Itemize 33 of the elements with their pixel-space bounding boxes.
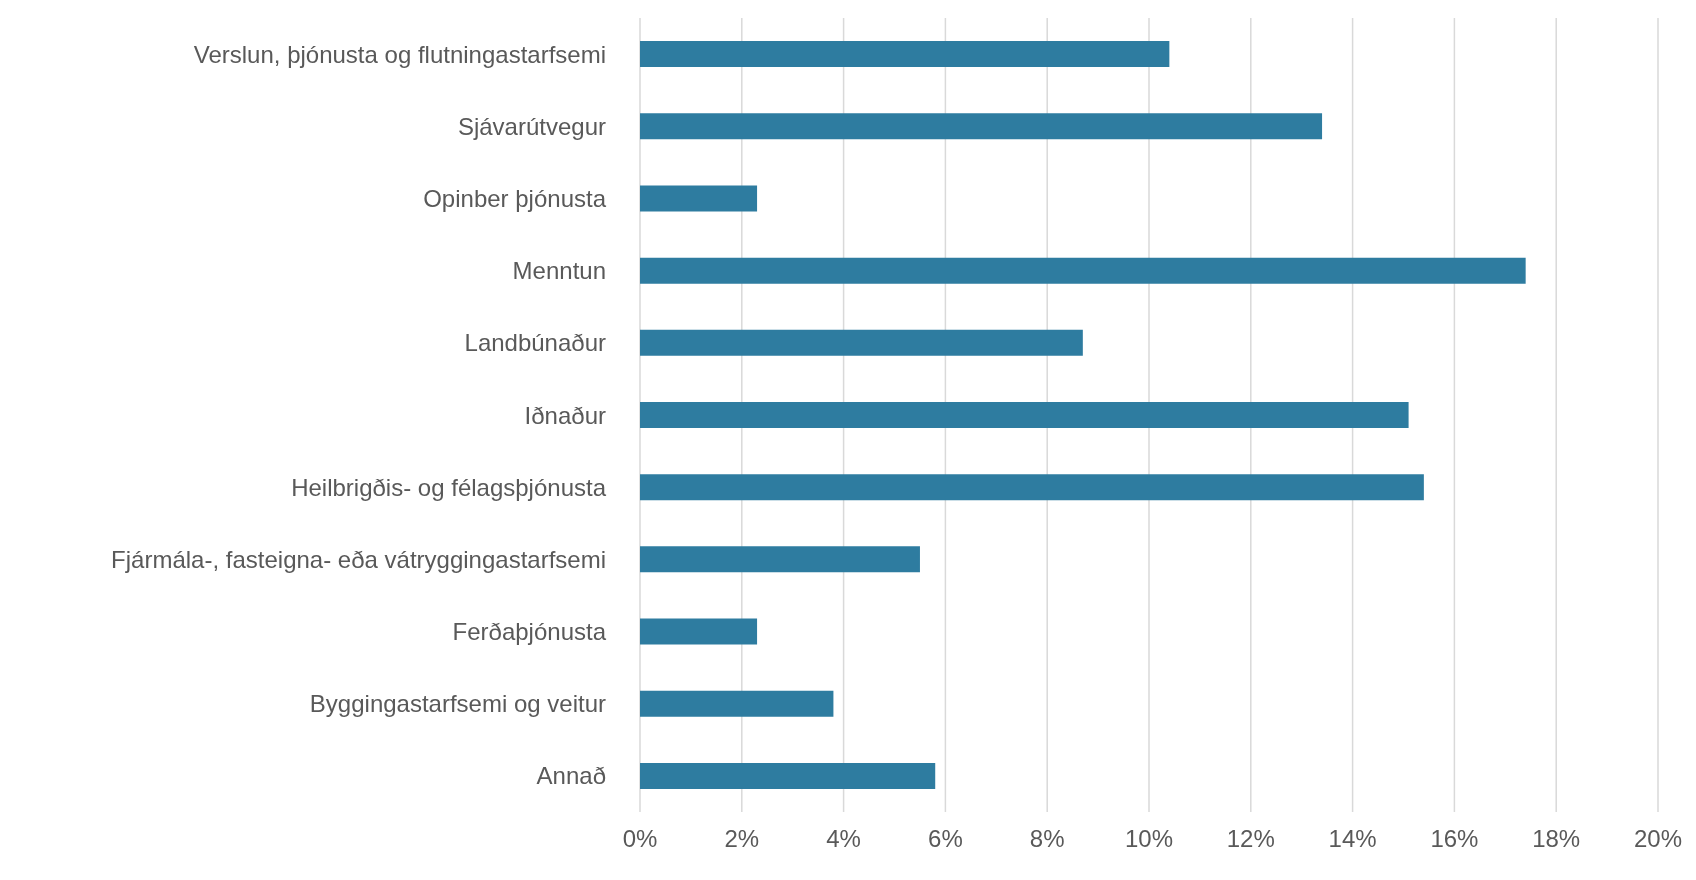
x-tick-label: 12% <box>1226 825 1275 853</box>
bar <box>640 41 1170 68</box>
bar <box>640 474 1424 501</box>
x-tick-label: 10% <box>1124 825 1174 853</box>
y-tick-label: Annað <box>536 762 606 790</box>
x-tick-label: 8% <box>1029 825 1065 853</box>
x-tick-label: 16% <box>1430 825 1479 853</box>
x-tick-label: 4% <box>826 825 861 853</box>
x-tick-label: 6% <box>928 825 963 853</box>
bar <box>640 618 758 645</box>
bar <box>640 402 1409 429</box>
y-tick-label: Menntun <box>512 257 606 285</box>
bar <box>640 185 758 212</box>
bar <box>640 762 936 789</box>
y-tick-label: Opinber þjónusta <box>423 184 607 212</box>
y-tick-label: Heilbrigðis- og félagsþjónusta <box>291 473 607 501</box>
x-tick-label: 0% <box>622 825 658 853</box>
y-tick-label: Fjármála-, fasteigna- eða vátryggingastarfsemi <box>111 545 606 573</box>
bar <box>640 329 1083 356</box>
bar <box>640 113 1323 140</box>
bar <box>640 546 920 573</box>
bar <box>640 257 1526 284</box>
x-tick-label: 14% <box>1328 825 1377 853</box>
y-tick-label: Ferðaþjónusta <box>452 618 607 646</box>
y-tick-label: Sjávarútvegur <box>457 112 607 140</box>
y-tick-label: Iðnaður <box>524 401 606 429</box>
y-tick-label: Verslun, þjónusta og flutningastarfsemi <box>193 40 606 68</box>
x-tick-label: 20% <box>1633 825 1683 853</box>
x-tick-label: 18% <box>1532 825 1581 853</box>
bar <box>640 690 834 717</box>
y-tick-label: Landbúnaður <box>464 329 607 357</box>
x-tick-label: 2% <box>724 825 760 853</box>
y-tick-label: Byggingastarfsemi og veitur <box>309 690 606 718</box>
